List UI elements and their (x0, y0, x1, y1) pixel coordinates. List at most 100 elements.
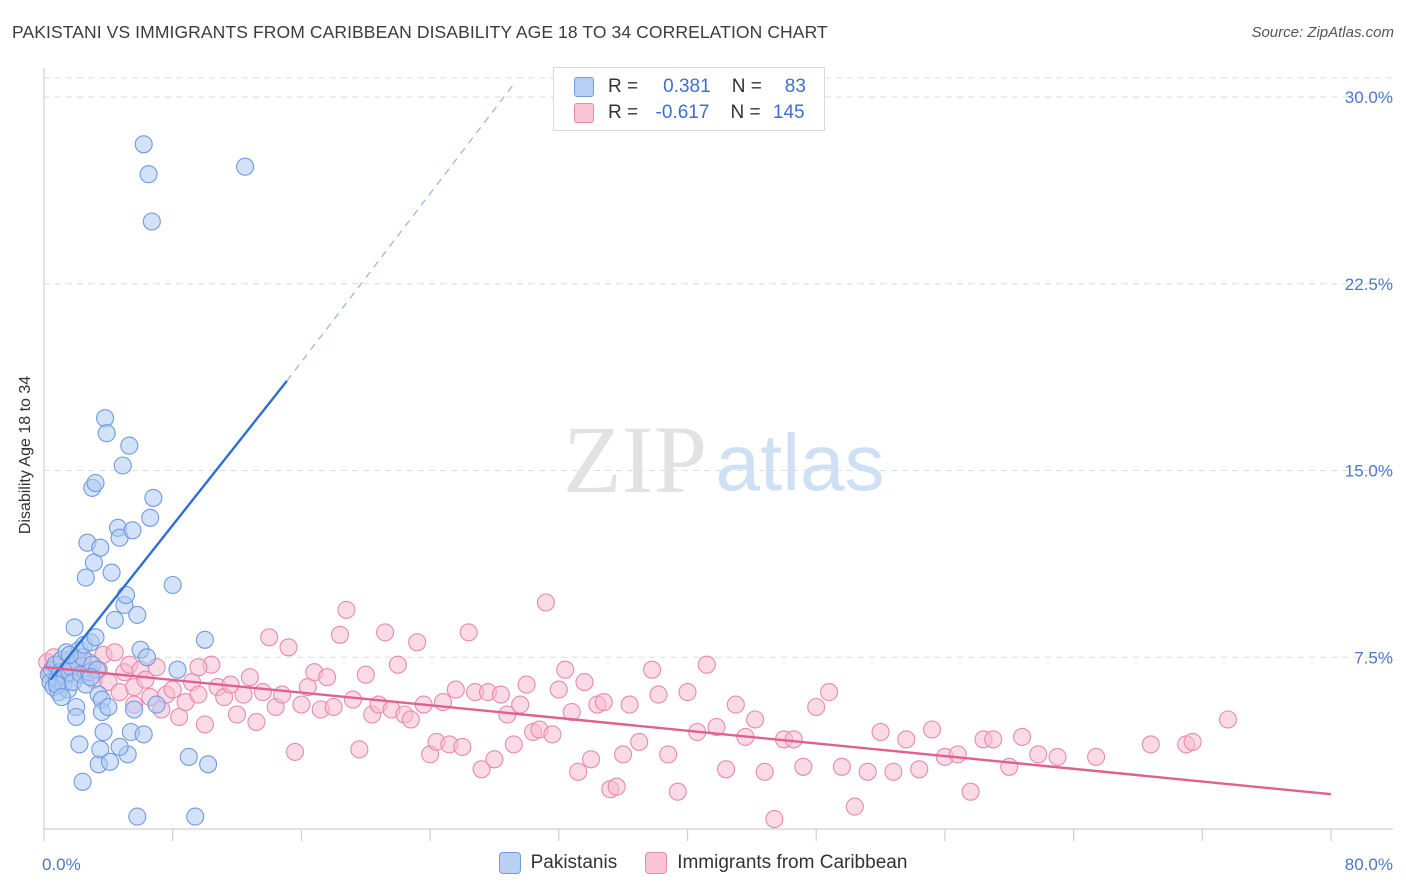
legend-n-label: N = (730, 102, 761, 123)
legend-swatch-blue (574, 77, 594, 97)
x-tick-label: 80.0% (1345, 855, 1393, 874)
caribbean-point (356, 665, 375, 684)
pakistani-point (91, 538, 110, 557)
caribbean-point (260, 628, 279, 647)
legend-swatch-pink (574, 103, 594, 123)
watermark-atlas: atlas (716, 418, 885, 507)
caribbean-point (247, 712, 266, 732)
caribbean-point (240, 668, 259, 687)
pakistani-trend-line (49, 380, 288, 681)
y-tick-label: 7.5% (1354, 648, 1393, 667)
caribbean-point (1013, 727, 1032, 746)
legend-swatch-blue (498, 852, 521, 874)
pakistani-point (94, 722, 113, 742)
caribbean-point (765, 810, 784, 829)
pakistani-point (86, 628, 105, 647)
caribbean-point (401, 710, 420, 729)
caribbean-point (163, 680, 182, 699)
caribbean-point (668, 782, 687, 801)
caribbean-point (491, 685, 510, 704)
caribbean-point (845, 797, 864, 816)
caribbean-point (350, 740, 369, 759)
caribbean-point (324, 697, 343, 717)
legend-r-label: R = (608, 76, 639, 97)
pakistani-point (179, 747, 198, 766)
pakistani-point (76, 568, 95, 587)
caribbean-point (536, 593, 555, 612)
watermark-zip: ZIP (563, 406, 707, 513)
caribbean-point (607, 777, 626, 796)
pakistani-point (113, 456, 132, 475)
caribbean-point (630, 732, 649, 751)
pakistani-point (91, 740, 110, 759)
legend-item-pakistanis: Pakistanis (498, 852, 617, 874)
legend-n-value: 83 (784, 76, 806, 97)
legend-item-caribbean: Immigrants from Caribbean (645, 852, 907, 874)
caribbean-point (922, 720, 942, 739)
caribbean-point (453, 737, 472, 756)
caribbean-point (292, 695, 311, 714)
caribbean-point (910, 760, 929, 779)
pakistani-points (39, 135, 255, 826)
caribbean-point (376, 623, 395, 642)
caribbean-point (330, 625, 350, 644)
caribbean-point (517, 675, 536, 694)
axes (43, 68, 1393, 841)
legend-row-caribbean: R = -0.617 N = 145 (574, 101, 805, 125)
caribbean-point (755, 762, 774, 781)
legend-swatch-pink (645, 852, 668, 874)
caribbean-point (717, 760, 736, 779)
caribbean-point (511, 695, 530, 714)
caribbean-point (549, 680, 568, 699)
caribbean-point (189, 658, 208, 677)
pakistani-point (134, 725, 153, 744)
caribbean-point (253, 683, 272, 702)
y-tick-label: 15.0% (1345, 462, 1393, 481)
y-tick-label: 22.5% (1345, 275, 1393, 294)
caribbean-points (38, 593, 1238, 829)
caribbean-point (562, 702, 581, 722)
caribbean-point (105, 643, 124, 662)
caribbean-point (614, 745, 633, 764)
caribbean-point (1218, 710, 1238, 729)
caribbean-point (581, 750, 601, 769)
pakistani-point (97, 424, 116, 443)
pakistani-point (110, 737, 129, 756)
caribbean-point (485, 750, 504, 769)
pakistani-point (147, 695, 166, 714)
pakistani-point (168, 660, 187, 679)
caribbean-point (746, 710, 765, 729)
caribbean-point (472, 760, 491, 779)
pakistani-point (70, 735, 89, 754)
caribbean-point (726, 695, 745, 714)
caribbean-point (620, 695, 639, 714)
caribbean-point (643, 660, 662, 679)
caribbean-point (1141, 735, 1160, 754)
pakistani-point (96, 409, 115, 428)
caribbean-point (820, 683, 839, 702)
caribbean-point (273, 685, 292, 704)
pakistani-point (139, 165, 158, 184)
caribbean-point (1087, 747, 1106, 766)
caribbean-point (279, 638, 298, 657)
caribbean-point (659, 745, 678, 764)
x-tick-label: 0.0% (42, 855, 81, 874)
pakistani-point (163, 575, 182, 595)
pakistani-point (125, 700, 144, 719)
pakistani-point (67, 707, 86, 727)
caribbean-point (649, 685, 668, 704)
pakistani-point (236, 157, 255, 176)
pakistani-point (116, 585, 136, 605)
caribbean-point (227, 705, 247, 724)
pakistani-point (86, 473, 105, 493)
source-label: Source: ZipAtlas.com (1251, 24, 1394, 41)
caribbean-point (1029, 745, 1048, 764)
pakistani-point (142, 212, 161, 231)
pakistani-point (65, 618, 84, 637)
caribbean-point (388, 655, 407, 674)
pakistani-point (128, 807, 147, 826)
legend-n-value: 145 (772, 102, 805, 123)
chart-title: PAKISTANI VS IMMIGRANTS FROM CARIBBEAN D… (12, 22, 828, 42)
caribbean-point (794, 757, 813, 776)
